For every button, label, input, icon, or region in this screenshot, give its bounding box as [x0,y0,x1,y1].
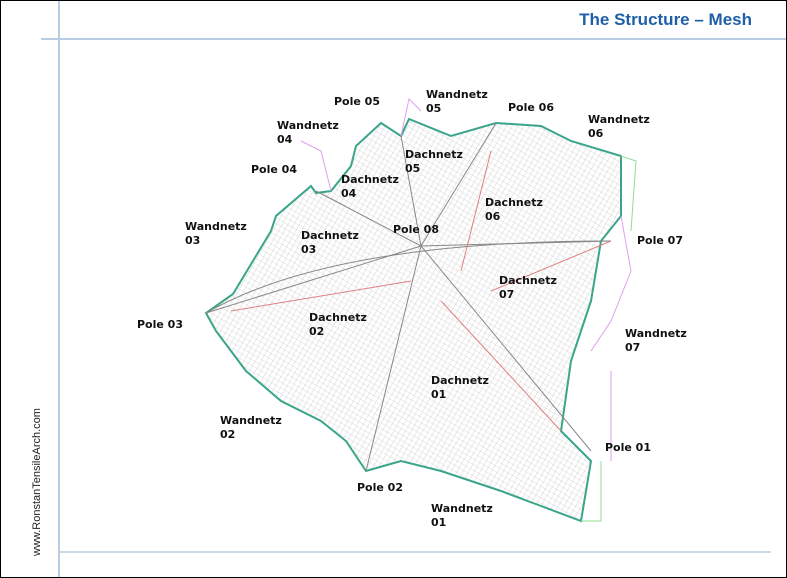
mesh-label: Dachnetz [405,148,463,161]
mesh-label: Wandnetz [588,113,650,126]
mesh-label: 07 [625,341,640,354]
slide-title: The Structure – Mesh [579,10,752,30]
mesh-label: Pole 07 [637,234,683,247]
mesh-label: Wandnetz [431,502,493,515]
mesh-label: Dachnetz [499,274,557,287]
mesh-diagram: Pole 05Wandnetz05Pole 06Wandnetz04Wandne… [1,1,786,577]
mesh-label: Wandnetz [426,88,488,101]
mesh-label: 01 [431,516,446,529]
mesh-label: Pole 01 [605,441,651,454]
mesh-label: Wandnetz [185,220,247,233]
mesh-label: Pole 02 [357,481,403,494]
website: www.RonstanTensileArch.com [31,408,43,556]
mesh-label: 07 [499,288,514,301]
mesh-label: Pole 04 [251,163,297,176]
mesh-label: Dachnetz [431,374,489,387]
mesh-label: 02 [309,325,324,338]
mesh-label: Pole 05 [334,95,380,108]
slide: Pole 05Wandnetz05Pole 06Wandnetz04Wandne… [0,0,787,578]
mesh-label: Dachnetz [485,196,543,209]
mesh-label: Dachnetz [301,229,359,242]
mesh-label: 04 [341,187,357,200]
mesh-label: Pole 08 [393,223,439,236]
mesh-label: 04 [277,133,293,146]
mesh-label: 01 [431,388,446,401]
mesh-label: Wandnetz [625,327,687,340]
mesh-label: Dachnetz [309,311,367,324]
mesh-label: Dachnetz [341,173,399,186]
mesh-label: 03 [301,243,316,256]
mesh-label: Pole 03 [137,318,183,331]
mesh-label: 03 [185,234,200,247]
mesh-label: 06 [588,127,604,140]
mesh-label: Wandnetz [277,119,339,132]
mesh-label: 05 [405,162,420,175]
mesh-label: Wandnetz [220,414,282,427]
mesh-label: 02 [220,428,235,441]
mesh-label: 05 [426,102,441,115]
mesh-label: 06 [485,210,501,223]
mesh-label: Pole 06 [508,101,554,114]
